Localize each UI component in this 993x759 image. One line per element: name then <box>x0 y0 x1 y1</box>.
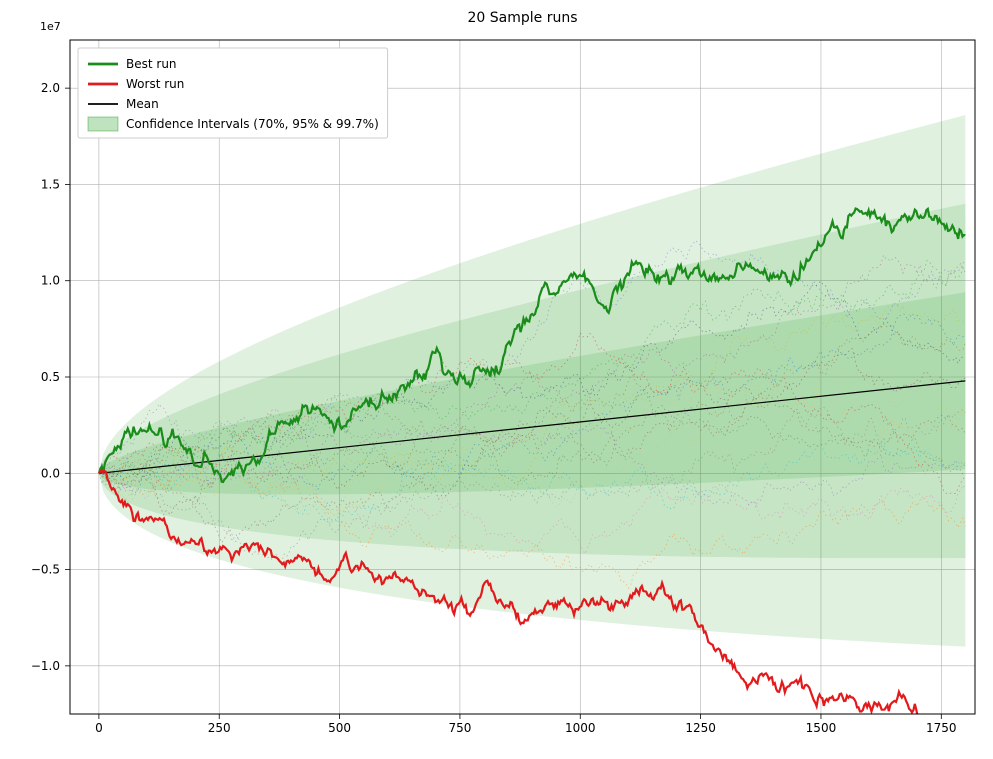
chart-svg: 0 250 500 750 1000 1250 1500 1750 −1.0 −0.5 0.0 0.5… <box>0 0 993 759</box>
y-tick-label: 1.0 <box>41 274 60 288</box>
y-tick-label: 1.5 <box>41 177 60 191</box>
x-tick-label: 1500 <box>806 721 837 735</box>
y-tick-label: 0.5 <box>41 370 60 384</box>
y-tick-label: −1.0 <box>31 659 60 673</box>
legend: Best run Worst run Mean Confidence Interval… <box>78 48 388 138</box>
legend-swatch-patch <box>88 117 118 131</box>
x-tick-label: 0 <box>95 721 103 735</box>
legend-label: Confidence Intervals (70%, 95% & 99.7%) <box>126 117 379 131</box>
legend-label: Best run <box>126 57 177 71</box>
x-tick-label: 1750 <box>926 721 957 735</box>
y-tick-label: 0.0 <box>41 466 60 480</box>
x-tick-label: 1250 <box>685 721 716 735</box>
x-tick-label: 250 <box>208 721 231 735</box>
y-tick-label: −0.5 <box>31 563 60 577</box>
chart-container: 0 250 500 750 1000 1250 1500 1750 −1.0 −0.5 0.0 0.5… <box>0 0 993 759</box>
legend-label: Worst run <box>126 77 184 91</box>
y-tick-label: 2.0 <box>41 81 60 95</box>
chart-title: 20 Sample runs <box>467 10 577 26</box>
y-axis-exponent: 1e7 <box>40 20 61 33</box>
x-tick-label: 750 <box>448 721 471 735</box>
legend-label: Mean <box>126 97 159 111</box>
x-tick-label: 500 <box>328 721 351 735</box>
x-tick-label: 1000 <box>565 721 596 735</box>
